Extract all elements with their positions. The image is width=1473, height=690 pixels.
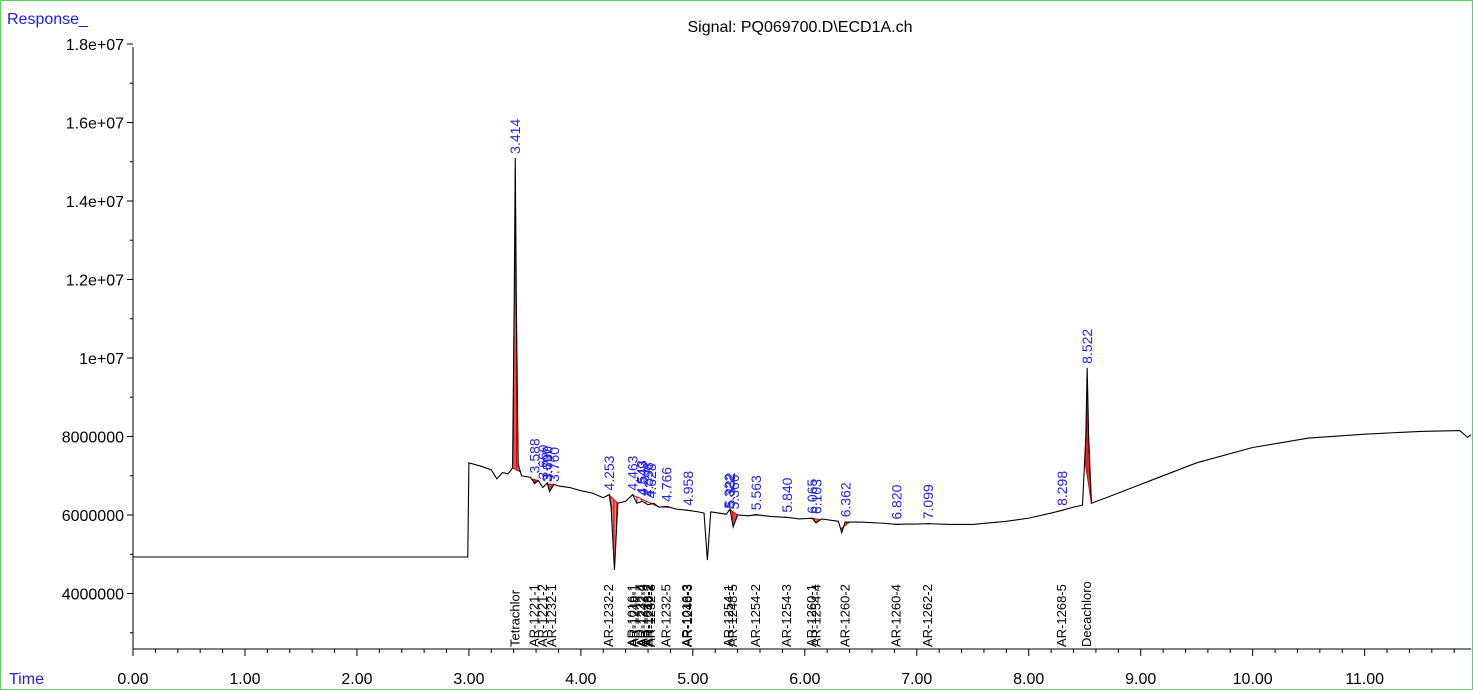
chart-title: Signal: PQ069700.D\ECD1A.ch xyxy=(687,19,912,36)
peak-label: 4.766 xyxy=(659,467,675,502)
peak-label: 5.563 xyxy=(748,475,764,510)
compound-label: AR-1260-1 xyxy=(804,584,819,647)
y-tick-label: 8000000 xyxy=(62,430,124,447)
x-tick-label: 3.00 xyxy=(453,671,484,688)
peak-label: 4.463 xyxy=(625,455,641,490)
compound-label: AR-1248-5 xyxy=(725,584,740,647)
y-tick-label: 1.6e+07 xyxy=(66,116,124,133)
peak-label: 6.362 xyxy=(837,482,853,517)
peak-label: 3.760 xyxy=(546,447,562,482)
y-tick-label: 6000000 xyxy=(62,508,124,525)
compound-label: Tetrachlor xyxy=(507,589,522,647)
y-axis-label: Response_ xyxy=(7,11,89,28)
compound-label: AR-1248-2 xyxy=(641,584,656,647)
compound-label: AR-1262-2 xyxy=(920,584,935,647)
x-tick-label: 5.00 xyxy=(677,671,708,688)
peak-label: 4.958 xyxy=(680,471,696,506)
peak-label: 6.820 xyxy=(889,484,905,519)
peak-label: 7.099 xyxy=(920,484,936,519)
compound-label: AR-1242-3 xyxy=(636,584,651,647)
y-tick-label: 1.2e+07 xyxy=(66,273,124,290)
x-axis-label: Time xyxy=(9,671,44,688)
x-tick-label: 6.00 xyxy=(789,671,820,688)
compound-label: Decachloro xyxy=(1079,581,1094,647)
peak-label: 4.598 xyxy=(640,462,656,497)
x-tick-label: 0.00 xyxy=(117,671,148,688)
compound-label: AR-1254-4 xyxy=(808,584,823,647)
peak-label: 3.697 xyxy=(539,447,555,482)
y-tick-label: 1e+07 xyxy=(79,351,124,368)
peak-label: 6.103 xyxy=(808,479,824,514)
peak-label: 8.298 xyxy=(1054,471,1070,506)
compound-label: AR-1254-3 xyxy=(779,584,794,647)
peak-label: 4.549 xyxy=(634,461,650,496)
x-tick-label: 8.00 xyxy=(1013,671,1044,688)
peak-label: 8.522 xyxy=(1079,329,1095,364)
compound-label: AR-1232-5 xyxy=(659,584,674,647)
compound-label: AR-1232-3 xyxy=(643,584,658,647)
compound-label: AR-1254-1 xyxy=(721,584,736,647)
y-tick-label: 1.4e+07 xyxy=(66,194,124,211)
compound-labels: Tetrachlor AR-1221-1AR-1221-2AR-1232-1 AR-… xyxy=(507,581,1094,647)
peak-label: 3.414 xyxy=(507,119,523,154)
compound-label: AR-1016-2 xyxy=(640,584,655,647)
peak-label: 5.840 xyxy=(779,477,795,512)
x-tick-label: 1.00 xyxy=(229,671,260,688)
peak-label: 6.065 xyxy=(804,478,820,513)
peak-label: 5.332 xyxy=(722,472,738,507)
compound-label: AR-1221-1 xyxy=(527,584,542,647)
y-tick-label: 4000000 xyxy=(62,587,124,604)
peak-label: 4.628 xyxy=(643,463,659,498)
x-tick-label: 7.00 xyxy=(901,671,932,688)
compound-label: AR-1260-4 xyxy=(889,584,904,647)
peak-label: 5.366 xyxy=(726,474,742,509)
peak-label: 3.660 xyxy=(535,444,551,479)
compound-label: AR-1221-2 xyxy=(535,584,550,647)
signal-trace xyxy=(133,157,1472,570)
compound-label: AR-1260-2 xyxy=(837,584,852,647)
compound-label: AR-1016-3 xyxy=(679,584,694,647)
compound-label: AR-1254-2 xyxy=(748,584,763,647)
y-tick-label: 1.8e+07 xyxy=(66,37,124,54)
peak-label: 4.253 xyxy=(601,455,617,490)
compound-label: AR-1248-1 xyxy=(627,584,642,647)
compound-label: AR-1248-3 xyxy=(680,584,695,647)
peak-label: 3.700 xyxy=(539,446,555,481)
compound-label: AR-1232-4 xyxy=(634,584,649,647)
compound-label: AR-1268-5 xyxy=(1054,584,1069,647)
signal-trace-group xyxy=(133,157,1472,570)
compound-label: AR-1232-2 xyxy=(601,584,616,647)
compound-label: AR-1232-1 xyxy=(544,584,559,647)
x-tick-label: 10.00 xyxy=(1233,671,1273,688)
x-tick-label: 11.00 xyxy=(1345,671,1384,688)
compound-label: AR-1016-1 xyxy=(625,584,640,647)
peak-label: 5.322 xyxy=(721,473,737,508)
axes: 4000000 6000000 8000000 1e+07 1.2e+07 1.4e+07… xyxy=(62,37,1471,688)
x-tick-label: 2.00 xyxy=(341,671,372,688)
peak-label: 4.543 xyxy=(634,460,650,495)
x-tick-label: 4.00 xyxy=(565,671,596,688)
peak-label: 3.588 xyxy=(527,438,543,473)
x-tick-label: 9.00 xyxy=(1125,671,1156,688)
